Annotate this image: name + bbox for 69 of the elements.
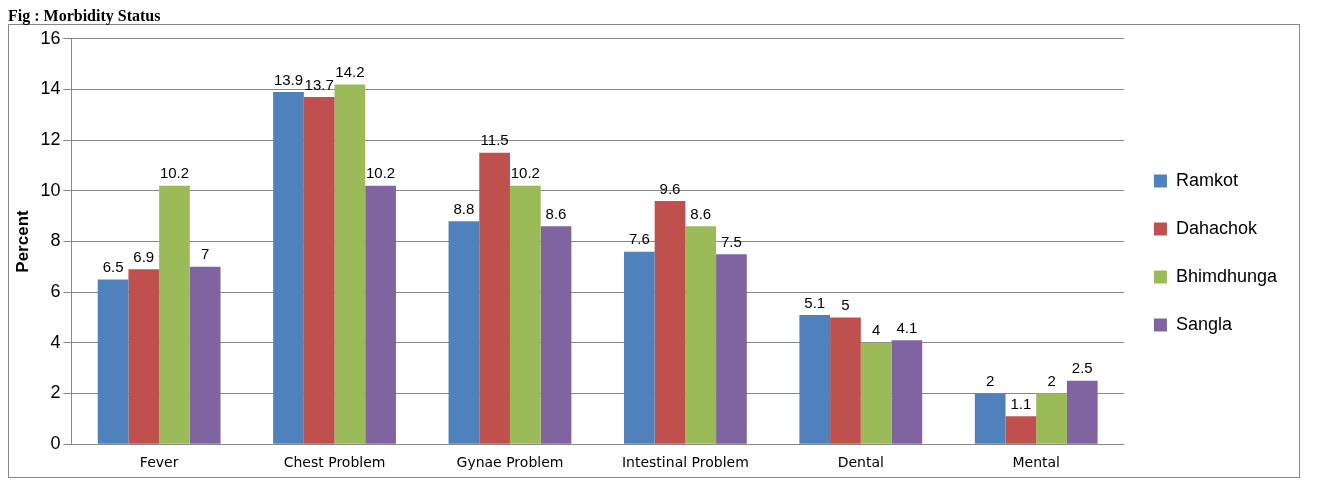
y-tick-label: 8	[50, 230, 61, 251]
data-label: 11.5	[480, 131, 509, 149]
bar	[365, 185, 396, 444]
x-tick-label: Dental	[837, 454, 884, 471]
legend-label: Dahachok	[1175, 217, 1258, 238]
y-tick-label: 4	[50, 331, 61, 352]
data-label: 2.5	[1071, 359, 1093, 377]
data-label: 8.6	[545, 204, 567, 222]
data-label: 9.6	[659, 179, 681, 197]
x-tick-label: Gynae Problem	[456, 454, 564, 471]
data-label: 10.2	[510, 164, 540, 182]
x-tick-label: Intestinal Problem	[621, 454, 749, 471]
data-label: 2	[986, 372, 995, 390]
data-label: 6.9	[133, 248, 155, 266]
y-tick-label: 14	[40, 78, 61, 99]
data-label: 13.9	[273, 70, 304, 88]
x-tick-label: Mental	[1012, 454, 1060, 471]
bar	[716, 254, 747, 444]
legend-label: Sangla	[1175, 313, 1233, 334]
y-axis-title: Percent	[12, 209, 32, 273]
bar	[479, 152, 510, 444]
data-label: 10.2	[159, 164, 190, 182]
data-label: 8.8	[453, 199, 475, 217]
bar	[509, 185, 541, 444]
bar	[273, 92, 304, 444]
data-label: 2	[1047, 372, 1056, 390]
bar	[97, 279, 129, 444]
data-label: 14.2	[335, 63, 365, 81]
legend-label: Ramkot	[1175, 169, 1238, 190]
bar	[830, 317, 861, 444]
bar	[540, 226, 572, 444]
y-tick-label: 10	[40, 179, 61, 200]
bar	[974, 393, 1006, 444]
bar	[685, 226, 717, 444]
legend-label: Bhimdhunga	[1175, 265, 1278, 286]
y-tick-label: 2	[50, 382, 61, 403]
bar	[891, 340, 923, 444]
data-label: 10.2	[365, 164, 396, 182]
bar	[159, 185, 190, 444]
y-tick-label: 16	[40, 27, 61, 48]
bar	[189, 266, 221, 444]
data-label: 5.1	[804, 293, 826, 311]
bar	[654, 200, 686, 444]
x-tick-label: Fever	[139, 454, 179, 471]
data-label: 13.7	[304, 75, 334, 93]
bar	[799, 314, 831, 444]
bar	[860, 342, 892, 444]
data-label: 7.5	[721, 232, 742, 250]
bar	[1066, 380, 1098, 444]
y-tick-label: 12	[40, 129, 61, 150]
bar	[334, 84, 366, 444]
bar	[1036, 393, 1067, 444]
chart-title: Fig : Morbidity Status	[8, 7, 162, 24]
x-tick-label: Chest Problem	[283, 454, 386, 471]
data-label: 4	[871, 321, 881, 339]
data-label: 5	[841, 296, 850, 314]
bar	[303, 97, 335, 444]
data-label: 4.1	[896, 318, 918, 336]
data-label: 8.6	[690, 204, 712, 222]
bar	[448, 221, 480, 444]
y-tick-label: 0	[50, 433, 61, 454]
y-tick-label: 6	[50, 281, 61, 302]
bar	[1005, 416, 1037, 444]
data-label: 6.5	[102, 258, 124, 276]
bar	[128, 269, 160, 444]
bar	[623, 251, 655, 444]
data-label: 7	[201, 245, 210, 263]
data-label: 1.1	[1010, 394, 1032, 412]
data-label: 7.6	[628, 230, 650, 248]
